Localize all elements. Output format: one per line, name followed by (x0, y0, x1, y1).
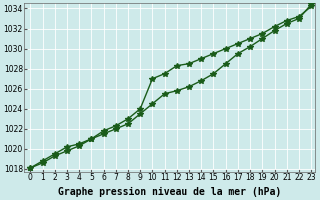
X-axis label: Graphe pression niveau de la mer (hPa): Graphe pression niveau de la mer (hPa) (58, 186, 281, 197)
